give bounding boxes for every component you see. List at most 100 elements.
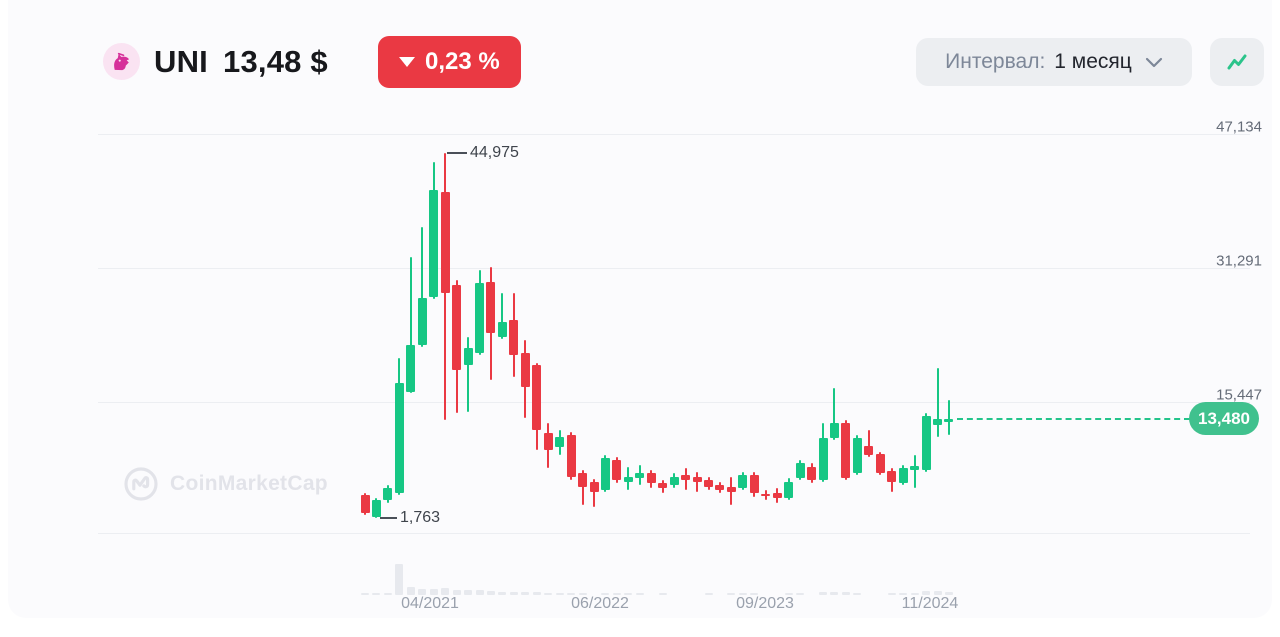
candle-body [807,467,817,481]
volume-bar [899,593,908,595]
content-card [8,0,1272,618]
candle-body [829,423,839,438]
candle-body [612,459,622,481]
volume-bar [567,593,576,595]
volume-bar [544,593,553,595]
high-annotation-label: 44,975 [470,143,519,161]
volume-bar [922,591,931,595]
y-axis-label: 47,134 [1216,118,1262,136]
watermark: CoinMarketCap [123,466,328,502]
candle-body [543,433,553,450]
candle-body [772,492,782,498]
volume-bar [361,593,369,595]
candle-body [658,483,668,488]
candle-wick [947,400,950,436]
candle-body [520,352,530,387]
volume-bar [372,593,381,595]
volume-bar [853,593,862,595]
volume-bar [841,592,850,595]
x-axis-label: 06/2022 [571,595,629,612]
candle-body [566,435,576,477]
volume-bar [406,587,415,595]
candle-wick [833,387,836,440]
x-axis-label: 04/2021 [401,595,459,612]
change-badge: 0,23 % [378,36,521,88]
volume-bar [887,593,896,595]
coin-price: 13,48 $ [223,44,328,79]
candle-body [440,191,450,293]
candle-wick [581,469,584,505]
volume-bar [612,593,621,595]
candle-body [463,347,473,365]
candle-body [784,481,794,498]
volume-bar [784,593,793,595]
volume-bar [727,593,736,595]
candle-body [749,474,759,493]
volume-bar [830,592,839,595]
candle-body [394,383,404,493]
candle-body [738,474,748,488]
candle-body [589,481,599,492]
candle-body [864,446,874,455]
gridline [98,402,1250,404]
candle-wick [421,226,424,347]
gridline [98,134,1250,136]
volume-bar [555,593,564,595]
candle-wick [936,368,939,437]
candle-body [406,345,416,392]
gridline [98,268,1250,270]
interval-dropdown[interactable]: Интервал: 1 месяц [916,38,1192,86]
candle-body [360,494,370,514]
current-price-line [957,417,1190,420]
candle-wick [501,292,504,339]
candle-wick [696,472,699,492]
candle-body [818,437,828,481]
volume-bar [452,590,461,595]
candle-body [646,473,656,483]
candle-body [704,480,713,487]
volume-bar [578,593,587,595]
candle-body [692,476,702,482]
candle-body [497,322,507,337]
candle-body [429,190,439,297]
candle-wick [867,430,870,458]
candle-wick [593,479,595,508]
interval-value: 1 месяц [1054,50,1132,73]
volume-bar [509,592,518,595]
chart-type-button[interactable] [1210,38,1264,86]
volume-bar [635,593,644,595]
y-axis-label: 31,291 [1216,252,1262,270]
volume-bar [475,590,484,595]
candle-body [623,476,633,482]
candle-body [875,453,885,473]
volume-bar [704,593,713,595]
volume-bar [498,592,507,595]
candle-body [486,281,496,333]
low-annotation-line [380,517,397,520]
candle-body [383,487,393,500]
change-value: 0,23 % [425,48,500,75]
candle-body [933,418,942,425]
candle-body [898,468,908,483]
watermark-text: CoinMarketCap [170,472,328,495]
candle-body [795,463,805,478]
candle-body [841,423,851,478]
candle-body [452,285,462,370]
candle-body [417,297,427,345]
triangle-down-icon [399,57,415,67]
volume-bar [658,593,667,595]
coin-symbol: UNI [154,44,208,79]
candle-body [532,364,542,431]
volume-bar [418,589,427,595]
volume-bar [429,589,438,595]
candle-body [600,457,610,491]
coinmarketcap-logo-icon [123,466,159,502]
volume-bar [738,593,747,595]
candle-body [761,493,771,496]
volume-bar [944,592,953,595]
volume-bar [910,593,919,595]
candle-body [635,473,645,478]
candle-body [726,486,736,492]
candle-body [921,415,931,470]
